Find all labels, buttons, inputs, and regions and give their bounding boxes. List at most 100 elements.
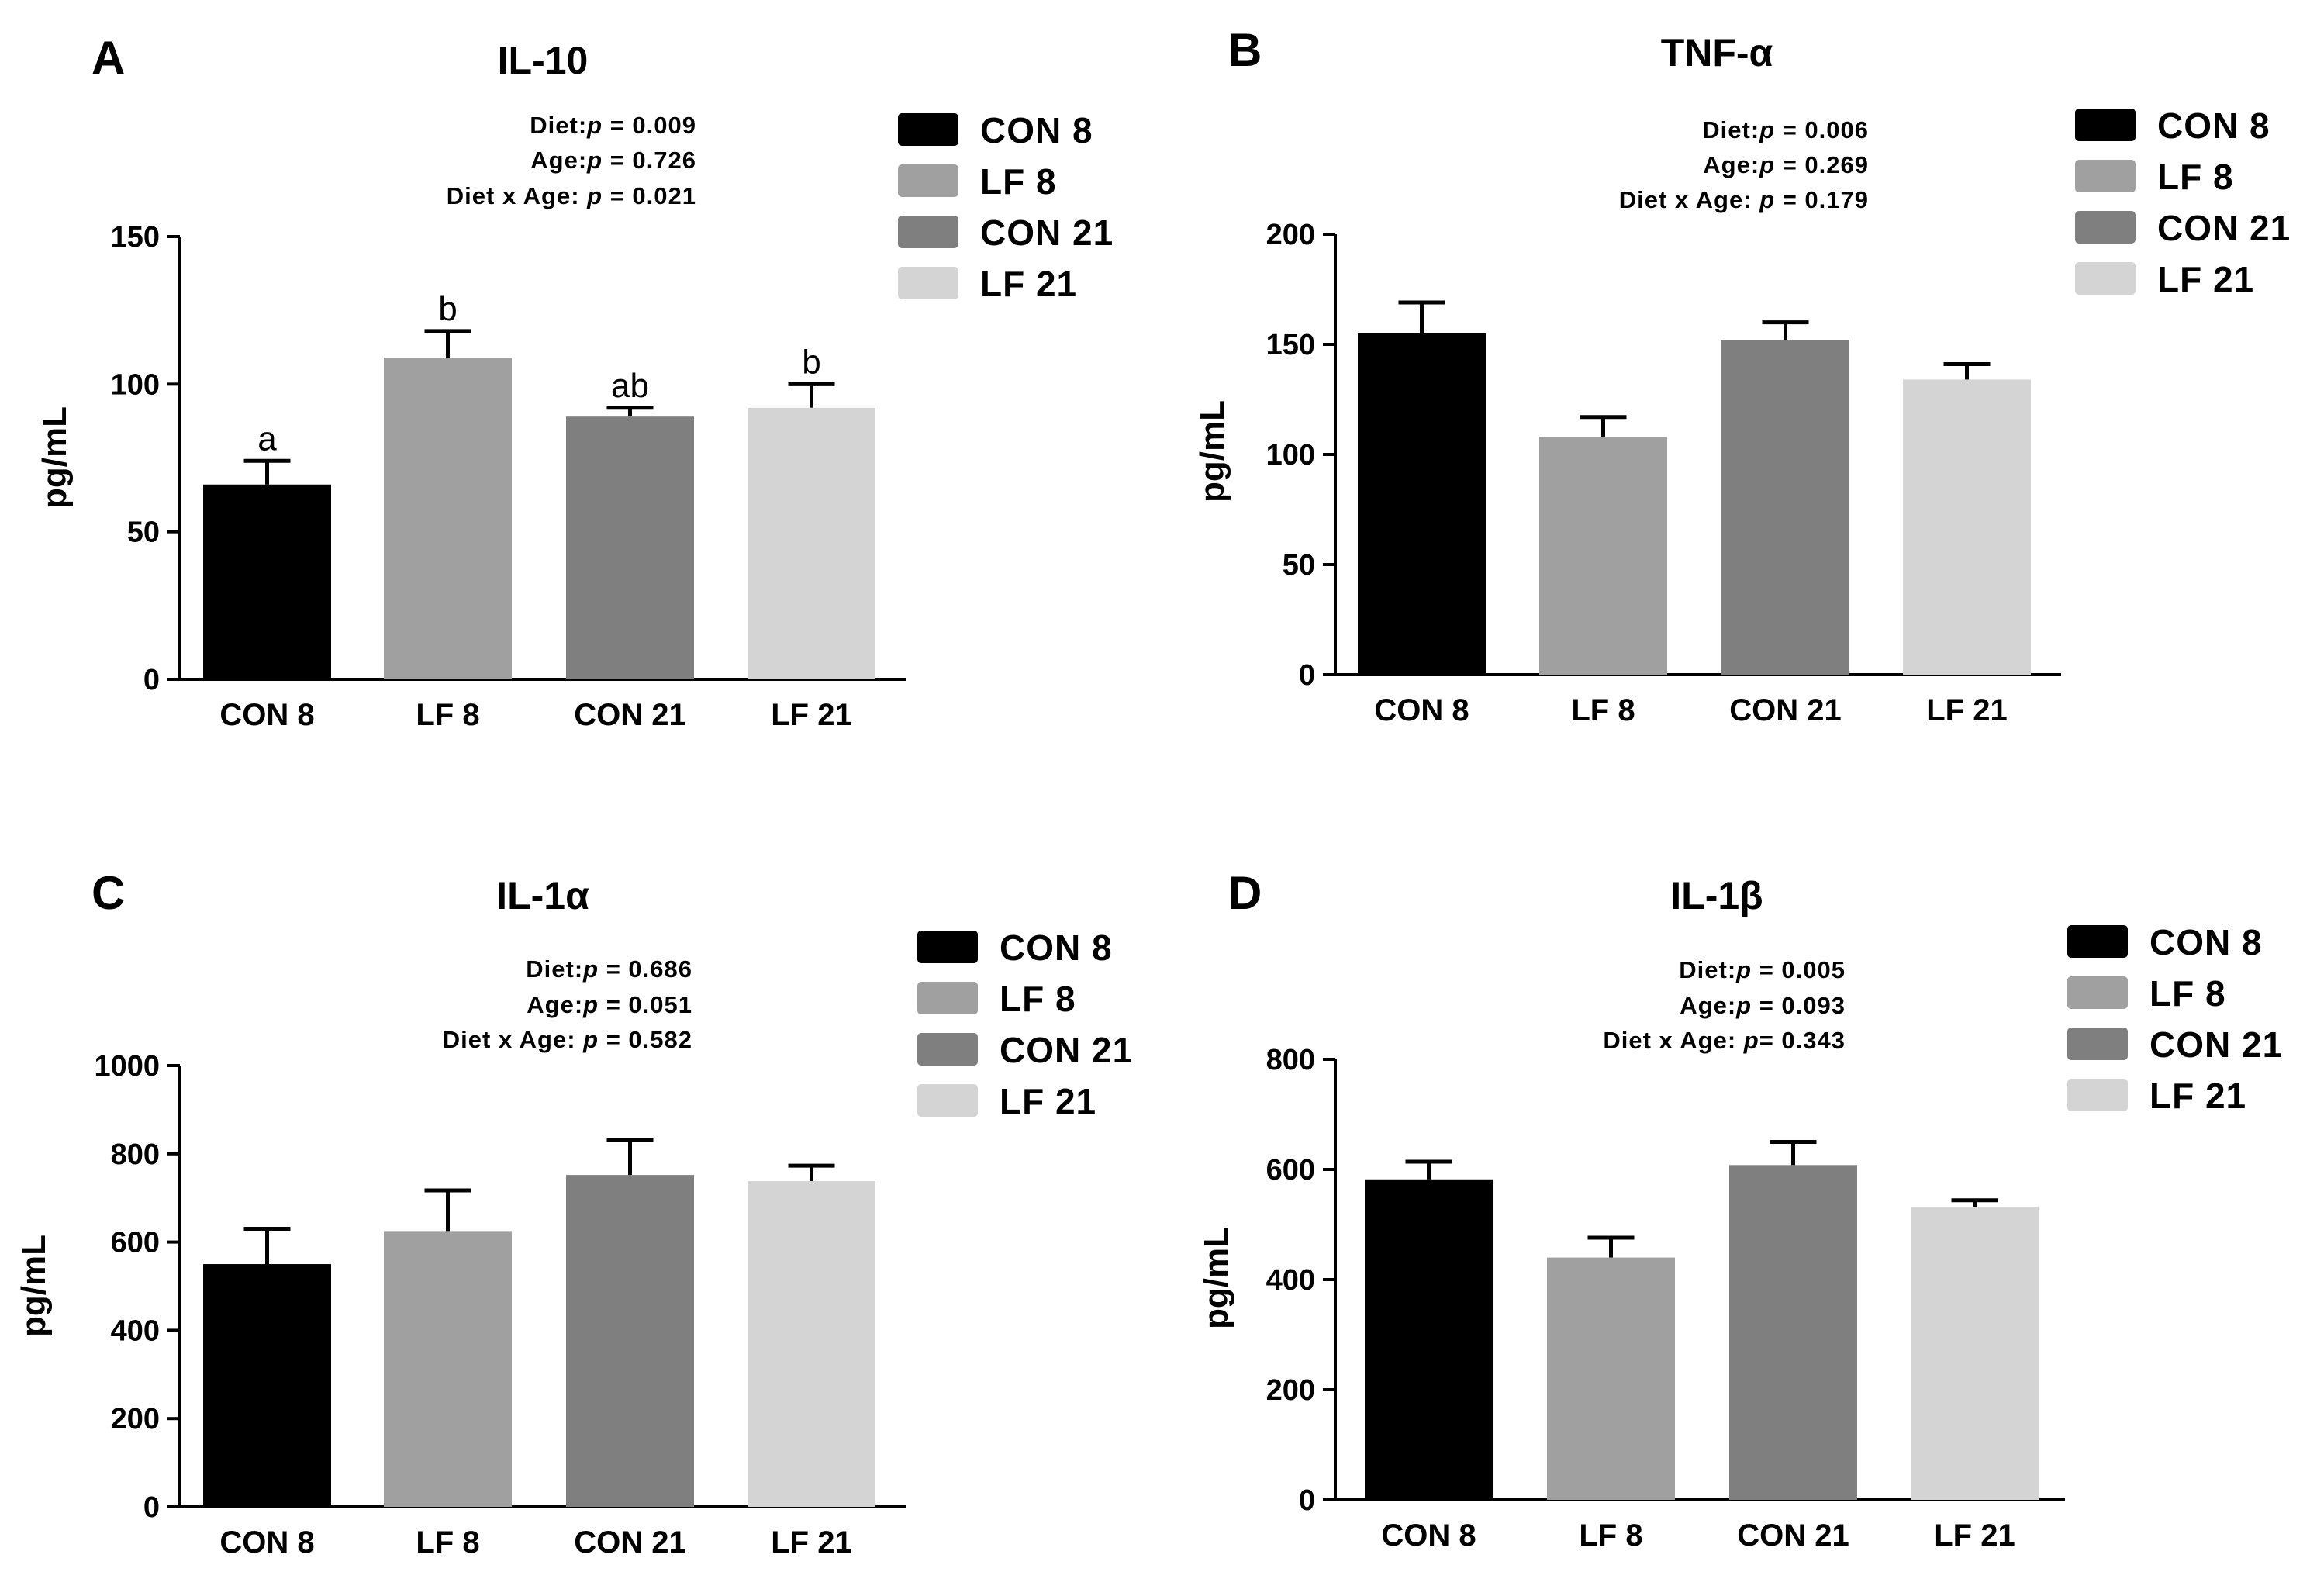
legend-swatch [2067,1079,2128,1111]
bar [203,1264,331,1507]
legend-label: CON 21 [2157,208,2291,248]
x-tick-label: LF 8 [416,1525,479,1560]
bar [566,1175,694,1507]
legend-swatch [2075,109,2136,141]
panel-letter: D [1228,867,1262,919]
y-tick-label: 0 [1299,1484,1315,1517]
x-tick-label: CON 8 [219,698,314,732]
y-tick-label: 150 [1266,329,1315,361]
y-tick-label: 400 [1266,1264,1315,1297]
legend-swatch [898,216,958,248]
y-tick-label: 50 [127,516,160,549]
y-axis-label: pg/mL [1193,400,1231,503]
legend-label: CON 8 [2157,105,2270,146]
bar [1365,1179,1493,1500]
p-value-stat: Diet:p = 0.009 [530,112,696,139]
significance-letter: b [438,290,457,328]
y-tick-label: 800 [1266,1044,1315,1076]
x-tick-label: LF 21 [771,698,851,732]
y-tick-label: 150 [111,221,160,254]
legend-swatch [2067,925,2128,958]
legend-label: CON 21 [2150,1024,2283,1065]
x-tick-label: LF 21 [771,1525,851,1560]
bar [566,416,694,679]
p-value-stat: Diet x Age: p = 0.021 [447,182,696,209]
legend-label: CON 21 [980,212,1114,253]
x-tick-label: CON 21 [574,698,686,732]
significance-letter: a [257,420,277,458]
p-value-stat: Diet:p = 0.005 [1679,956,1846,983]
y-tick-label: 1000 [94,1050,160,1083]
legend-swatch [2075,160,2136,192]
p-value-stat: Age:p = 0.269 [1703,151,1869,178]
legend-swatch [898,164,958,197]
legend-label: LF 8 [2157,157,2234,197]
legend-label: LF 21 [2150,1076,2246,1116]
y-tick-label: 400 [111,1314,160,1347]
significance-letter: ab [611,367,649,405]
legend-swatch [2075,262,2136,295]
y-tick-label: 0 [143,1491,160,1524]
panel-a: A IL-10 Diet:p = 0.009 Age:p = 0.726 Diet x … [36,32,1114,732]
legend-label: CON 8 [2150,922,2263,962]
y-tick-label: 600 [111,1227,160,1259]
bar [1547,1257,1675,1500]
x-tick-label: CON 8 [1374,693,1469,727]
x-tick-label: LF 21 [1934,1518,2015,1553]
legend-swatch [2067,1028,2128,1060]
bar [1903,379,2031,675]
p-value-stat: Diet x Age: p = 0.179 [1619,186,1869,213]
x-tick-label: CON 21 [1729,693,1842,727]
y-axis-label: pg/mL [36,406,74,509]
legend-label: LF 21 [1000,1081,1096,1121]
significance-letter: b [802,343,820,381]
bar [1729,1165,1857,1500]
y-tick-label: 200 [1266,1374,1315,1407]
bar [1358,333,1486,675]
p-value-stat: Age:p = 0.051 [527,991,692,1018]
legend-swatch [2075,211,2136,244]
bar [1721,340,1849,675]
y-tick-label: 100 [1266,439,1315,472]
legend-label: CON 8 [980,110,1093,150]
x-tick-label: LF 8 [1571,693,1635,727]
panel-letter: B [1228,24,1262,76]
y-tick-label: 0 [143,664,160,696]
legend-swatch [917,1084,978,1117]
bar [748,407,875,679]
x-tick-label: CON 8 [1381,1518,1476,1553]
y-tick-label: 100 [111,368,160,401]
panel-letter: A [92,32,125,84]
x-tick-label: LF 8 [416,698,479,732]
chart-title: IL-1β [1670,874,1763,917]
legend-swatch [917,1033,978,1066]
legend-label: LF 21 [2157,259,2254,299]
bar [384,1231,512,1507]
x-tick-label: CON 21 [574,1525,686,1560]
x-tick-label: CON 8 [219,1525,314,1560]
p-value-stat: Age:p = 0.093 [1680,992,1846,1019]
y-tick-label: 200 [111,1403,160,1435]
p-value-stat: Diet x Age: p = 0.582 [443,1026,692,1053]
legend-swatch [898,267,958,299]
x-tick-label: LF 21 [1926,693,2007,727]
panel-letter: C [92,867,125,919]
y-axis-label: pg/mL [15,1235,53,1337]
x-tick-label: LF 8 [1579,1518,1642,1553]
y-tick-label: 200 [1266,219,1315,251]
legend-label: CON 21 [1000,1030,1133,1070]
y-tick-label: 0 [1299,659,1315,692]
legend-swatch [917,982,978,1014]
chart-title: TNF-α [1661,31,1773,74]
bar [1911,1207,2039,1500]
p-value-stat: Diet x Age: p= 0.343 [1603,1027,1846,1054]
legend-label: LF 21 [980,264,1077,304]
y-axis-label: pg/mL [1197,1227,1235,1329]
legend-label: LF 8 [1000,979,1076,1019]
y-tick-label: 50 [1283,549,1315,582]
panel-d: D IL-1β Diet:p = 0.005 Age:p = 0.093 Diet x … [1197,867,2283,1553]
legend-swatch [2067,976,2128,1009]
p-value-stat: Diet:p = 0.686 [526,955,692,983]
bar [748,1181,875,1507]
